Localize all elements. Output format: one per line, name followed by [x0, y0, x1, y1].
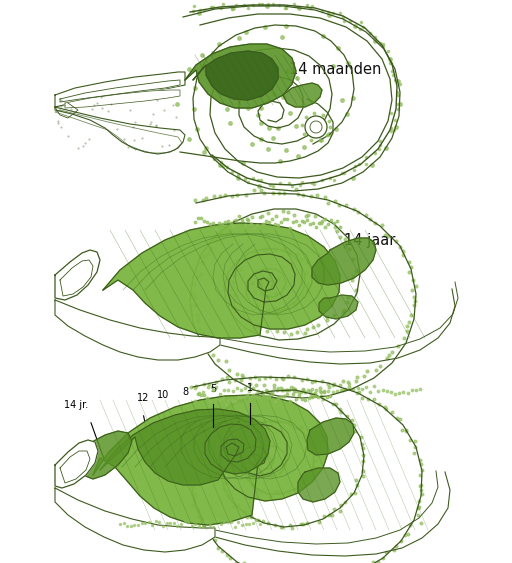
Polygon shape — [55, 250, 100, 300]
Text: 12: 12 — [137, 393, 149, 403]
Polygon shape — [194, 379, 421, 563]
Polygon shape — [55, 440, 98, 488]
Polygon shape — [185, 44, 296, 108]
Polygon shape — [65, 90, 180, 108]
Polygon shape — [192, 194, 413, 391]
Polygon shape — [298, 468, 340, 502]
Polygon shape — [319, 295, 358, 319]
Text: 14 maanden: 14 maanden — [289, 62, 381, 78]
Polygon shape — [100, 409, 270, 485]
Polygon shape — [55, 488, 215, 552]
Polygon shape — [312, 238, 376, 285]
Polygon shape — [55, 72, 185, 107]
Polygon shape — [55, 300, 220, 360]
Polygon shape — [78, 431, 132, 479]
Text: 5: 5 — [210, 384, 216, 394]
Text: 1: 1 — [247, 383, 253, 393]
Text: 14 jr.: 14 jr. — [64, 400, 88, 410]
Circle shape — [305, 116, 327, 138]
Polygon shape — [55, 107, 185, 154]
Polygon shape — [193, 51, 278, 100]
Polygon shape — [60, 80, 180, 102]
Text: 14 jaar: 14 jaar — [344, 233, 396, 248]
Polygon shape — [283, 83, 322, 107]
Polygon shape — [103, 223, 340, 338]
Text: 10: 10 — [157, 390, 169, 400]
Polygon shape — [185, 9, 390, 175]
Text: 8: 8 — [182, 387, 188, 397]
Polygon shape — [307, 418, 354, 455]
Polygon shape — [93, 395, 328, 525]
